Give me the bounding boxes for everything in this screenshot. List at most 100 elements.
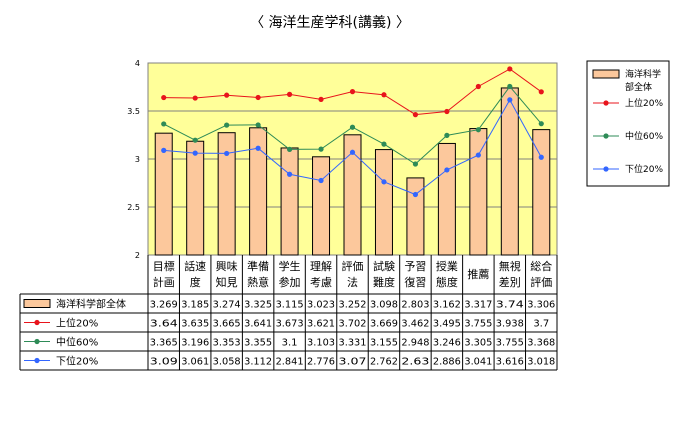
legend-label: 下位20% <box>625 163 663 175</box>
legend-label: 上位20% <box>625 97 663 109</box>
data-label: 3.185 <box>181 300 209 311</box>
data-label: 3.246 <box>433 338 461 349</box>
data-label: 3.635 <box>181 319 209 330</box>
data-label: 3.621 <box>307 319 335 330</box>
legend-box <box>586 60 670 187</box>
bar <box>280 147 299 256</box>
data-point <box>255 94 261 101</box>
data-point <box>192 150 198 156</box>
legend-label: 部全体 <box>625 81 652 93</box>
data-point <box>255 145 261 151</box>
data-point <box>349 89 356 95</box>
category-label: 学生 <box>279 259 301 273</box>
y-tick-label: 2.5 <box>127 203 140 212</box>
data-point <box>224 92 230 98</box>
data-label: 3.641 <box>244 319 272 330</box>
data-label: 3.196 <box>181 338 209 349</box>
bar <box>186 140 205 256</box>
bar <box>217 132 236 256</box>
data-label: 3.355 <box>244 338 272 349</box>
category-label: 興味 <box>216 260 238 273</box>
data-label: 3.07 <box>339 357 367 368</box>
category-label: 考慮 <box>310 275 332 289</box>
category-label: 評価 <box>530 275 552 289</box>
data-point <box>318 96 324 102</box>
data-label: 3.616 <box>496 357 524 368</box>
data-label: 2.63 <box>401 357 429 368</box>
data-point <box>192 137 198 143</box>
table-legend-key <box>23 299 51 308</box>
category-label: 推薦 <box>467 267 489 281</box>
table-legend-marker <box>34 319 40 326</box>
category-label: 難度 <box>373 275 395 289</box>
data-point <box>507 66 513 72</box>
data-label: 2.803 <box>401 300 429 311</box>
category-label: 試験 <box>373 259 395 273</box>
data-label: 3.041 <box>464 357 492 368</box>
data-label: 3.938 <box>496 319 524 330</box>
legend-marker <box>603 133 609 139</box>
data-label: 3.365 <box>150 338 178 349</box>
category-label: 復習 <box>404 276 426 289</box>
data-label: 3.317 <box>464 300 492 311</box>
bar <box>469 128 488 256</box>
bar <box>374 149 393 256</box>
category-label: 態度 <box>436 275 458 289</box>
data-label: 3.495 <box>433 319 461 330</box>
data-point <box>507 97 513 103</box>
data-point <box>224 122 230 128</box>
series-name: 中位60% <box>56 336 98 349</box>
category-label: 知見 <box>216 275 238 289</box>
category-label: 授業 <box>436 259 458 273</box>
category-label: 理解 <box>310 259 332 273</box>
bar <box>437 142 456 256</box>
chart-title: 〈 海洋生産学科(講義) 〉 <box>250 14 410 31</box>
category-label: 無視 <box>499 259 521 273</box>
data-point <box>161 121 167 127</box>
data-point <box>475 152 481 158</box>
data-label: 3.325 <box>244 300 272 311</box>
data-label: 3.098 <box>370 300 398 311</box>
data-label: 3.112 <box>244 357 272 368</box>
data-point <box>538 121 544 127</box>
data-point <box>349 149 356 155</box>
data-label: 3.669 <box>370 319 398 330</box>
data-point <box>161 94 167 101</box>
legend-marker <box>603 100 609 106</box>
data-point <box>412 161 419 167</box>
series-name: 海洋科学部全体 <box>56 298 126 311</box>
data-label: 3.023 <box>307 300 335 311</box>
data-point <box>381 92 387 98</box>
bar <box>249 127 268 256</box>
y-axis-tick-labels: 2 2.5 3 3.5 4 <box>127 59 140 260</box>
data-label: 3.331 <box>339 338 367 349</box>
data-label: 3.368 <box>527 338 555 349</box>
data-point <box>255 122 261 128</box>
data-point <box>412 191 419 198</box>
legend-key <box>592 69 620 79</box>
data-point <box>286 91 293 97</box>
table-legend-marker <box>34 357 40 364</box>
data-label: 3.1 <box>282 338 298 349</box>
data-point <box>349 124 356 130</box>
data-label: 2.841 <box>276 357 304 368</box>
data-label: 3.755 <box>496 338 524 349</box>
data-point <box>381 141 387 147</box>
data-label: 2.776 <box>307 357 335 368</box>
bar <box>406 177 425 256</box>
data-label: 3.155 <box>370 338 398 349</box>
data-label: 3.462 <box>401 319 429 330</box>
data-label: 3.665 <box>213 319 241 330</box>
data-point <box>475 127 481 133</box>
y-tick-label: 4 <box>135 59 140 68</box>
data-point <box>318 146 324 152</box>
data-label: 3.353 <box>213 338 241 349</box>
bar <box>312 156 331 256</box>
data-point <box>444 167 450 173</box>
data-label: 2.886 <box>433 357 461 368</box>
table-legend-marker <box>34 338 40 345</box>
data-label: 3.269 <box>150 300 178 311</box>
category-label: 法 <box>347 275 358 289</box>
